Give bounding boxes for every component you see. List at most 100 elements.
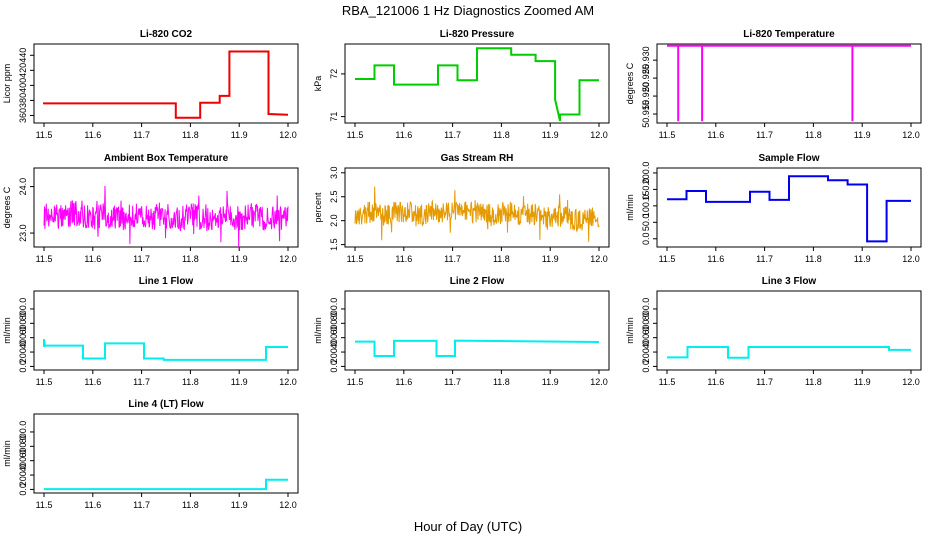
y-axis-label: ml/min bbox=[625, 194, 635, 221]
data-series-line bbox=[355, 47, 599, 122]
x-tick-label: 11.9 bbox=[231, 377, 248, 387]
x-tick-label: 11.9 bbox=[231, 130, 248, 140]
x-tick-label: 11.7 bbox=[133, 500, 150, 510]
panel-7: Line 1 Flow ml/min 11.5 11.6 11.7 11.8 11.9 12.… bbox=[2, 276, 299, 387]
y-axis-label: percent bbox=[313, 192, 323, 223]
data-series-line bbox=[667, 346, 911, 359]
panel-10: Line 4 (LT) Flow ml/min 11.5 11.6 11.7 11.8 11… bbox=[2, 399, 299, 510]
y-tick-label: 100.0 bbox=[641, 195, 651, 218]
x-tick-label: 11.6 bbox=[84, 254, 101, 264]
x-tick-label: 11.8 bbox=[182, 500, 199, 510]
x-tick-label: 12.0 bbox=[590, 130, 608, 140]
panel-title: Sample Flow bbox=[758, 153, 819, 164]
y-tick-label: 800.0 bbox=[18, 421, 28, 444]
x-tick-label: 11.8 bbox=[182, 254, 199, 264]
panel-title: Li-820 Pressure bbox=[440, 29, 515, 40]
y-tick-label: 0.0 bbox=[18, 483, 28, 496]
panel-6: Sample Flow ml/min 11.5 11.6 11.7 11.8 11.9 12.… bbox=[625, 153, 922, 264]
x-tick-label: 11.5 bbox=[659, 254, 676, 264]
panel-frame bbox=[344, 167, 610, 248]
x-tick-label: 11.7 bbox=[756, 130, 773, 140]
y-tick-label: 600.0 bbox=[329, 312, 339, 335]
y-axis-label: Licor ppm bbox=[2, 64, 12, 104]
y-tick-label: 0.0 bbox=[641, 233, 651, 246]
x-tick-label: 11.6 bbox=[707, 130, 724, 140]
x-tick-label: 11.5 bbox=[36, 377, 53, 387]
y-tick-label: 200.0 bbox=[641, 162, 651, 185]
y-tick-label: 50.920 bbox=[641, 82, 651, 110]
y-axis-label: degrees C bbox=[2, 186, 12, 228]
y-tick-label: 400.0 bbox=[18, 326, 28, 349]
panel-9: Line 3 Flow ml/min 11.5 11.6 11.7 11.8 11.9 12.… bbox=[625, 276, 922, 387]
y-tick-label: 200.0 bbox=[18, 464, 28, 487]
y-tick-label: 200.0 bbox=[641, 341, 651, 364]
y-tick-label: 24.0 bbox=[18, 178, 28, 196]
y-tick-label: 600.0 bbox=[641, 312, 651, 335]
x-tick-label: 12.0 bbox=[590, 377, 608, 387]
panel-4: Ambient Box Temperature degrees C 11.5 11.6… bbox=[2, 153, 299, 264]
x-tick-label: 11.6 bbox=[84, 130, 101, 140]
x-tick-label: 11.7 bbox=[444, 377, 461, 387]
y-tick-label: 50.925 bbox=[641, 64, 651, 92]
y-tick-label: 200.0 bbox=[18, 341, 28, 364]
y-tick-label: 600.0 bbox=[18, 312, 28, 335]
y-tick-label: 800.0 bbox=[641, 298, 651, 321]
x-tick-label: 11.5 bbox=[36, 500, 53, 510]
y-tick-label: 1.5 bbox=[329, 238, 339, 251]
data-series-line bbox=[354, 186, 600, 242]
data-series-line bbox=[44, 478, 288, 491]
y-tick-label: 800.0 bbox=[18, 298, 28, 321]
y-axis-label: ml/min bbox=[2, 317, 12, 344]
panel-frame bbox=[33, 413, 299, 494]
y-tick-label: 440 bbox=[18, 48, 28, 63]
y-tick-label: 400 bbox=[18, 78, 28, 93]
panel-title: Ambient Box Temperature bbox=[104, 153, 229, 164]
panel-frame bbox=[344, 43, 610, 124]
data-series-line bbox=[43, 338, 288, 361]
x-tick-label: 11.5 bbox=[36, 130, 53, 140]
y-tick-label: 0.0 bbox=[329, 360, 339, 373]
y-tick-label: 400.0 bbox=[329, 326, 339, 349]
panel-title: Gas Stream RH bbox=[441, 153, 514, 164]
x-tick-label: 11.5 bbox=[347, 254, 364, 264]
y-tick-label: 0.0 bbox=[641, 360, 651, 373]
y-tick-label: 200.0 bbox=[329, 341, 339, 364]
y-tick-label: 71 bbox=[329, 112, 339, 122]
x-tick-label: 11.5 bbox=[347, 377, 364, 387]
x-tick-label: 11.9 bbox=[854, 377, 871, 387]
y-axis-label: degrees C bbox=[625, 62, 635, 104]
x-tick-label: 11.8 bbox=[182, 377, 199, 387]
panel-title: Line 4 (LT) Flow bbox=[128, 399, 204, 410]
page-x-axis-label: Hour of Day (UTC) bbox=[414, 519, 522, 534]
panel-3: Li-820 Temperature degrees C 11.5 11.6 11.7 1… bbox=[625, 29, 922, 140]
x-tick-label: 12.0 bbox=[279, 254, 297, 264]
x-tick-label: 12.0 bbox=[902, 254, 920, 264]
x-tick-label: 12.0 bbox=[279, 130, 297, 140]
panel-title: Line 2 Flow bbox=[450, 276, 505, 287]
x-tick-label: 11.6 bbox=[395, 377, 412, 387]
y-tick-label: 420 bbox=[18, 63, 28, 78]
x-tick-label: 11.6 bbox=[84, 377, 101, 387]
panels: Li-820 CO2 Licor ppm 11.5 11.6 11.7 11.8 11.9 1… bbox=[2, 29, 922, 510]
x-tick-label: 12.0 bbox=[902, 130, 920, 140]
x-tick-label: 11.6 bbox=[707, 254, 724, 264]
x-tick-label: 11.8 bbox=[493, 377, 510, 387]
panel-title: Li-820 CO2 bbox=[140, 29, 193, 40]
y-axis-label: ml/min bbox=[625, 317, 635, 344]
panel-5: Gas Stream RH percent 11.5 11.6 11.7 11.8 11.9… bbox=[313, 153, 610, 264]
x-tick-label: 11.7 bbox=[133, 254, 150, 264]
x-tick-label: 11.8 bbox=[493, 130, 510, 140]
y-tick-label: 23.0 bbox=[18, 224, 28, 242]
y-tick-label: 2.5 bbox=[329, 190, 339, 203]
x-tick-label: 11.6 bbox=[707, 377, 724, 387]
y-tick-label: 400.0 bbox=[18, 449, 28, 472]
x-tick-label: 11.8 bbox=[805, 254, 822, 264]
y-tick-label: 380 bbox=[18, 93, 28, 108]
y-axis-label: ml/min bbox=[2, 440, 12, 467]
panel-title: Li-820 Temperature bbox=[743, 29, 835, 40]
y-tick-label: 360 bbox=[18, 108, 28, 123]
x-tick-label: 11.9 bbox=[542, 130, 559, 140]
x-tick-label: 11.9 bbox=[231, 254, 248, 264]
x-tick-label: 11.9 bbox=[231, 500, 248, 510]
x-tick-label: 12.0 bbox=[279, 500, 297, 510]
